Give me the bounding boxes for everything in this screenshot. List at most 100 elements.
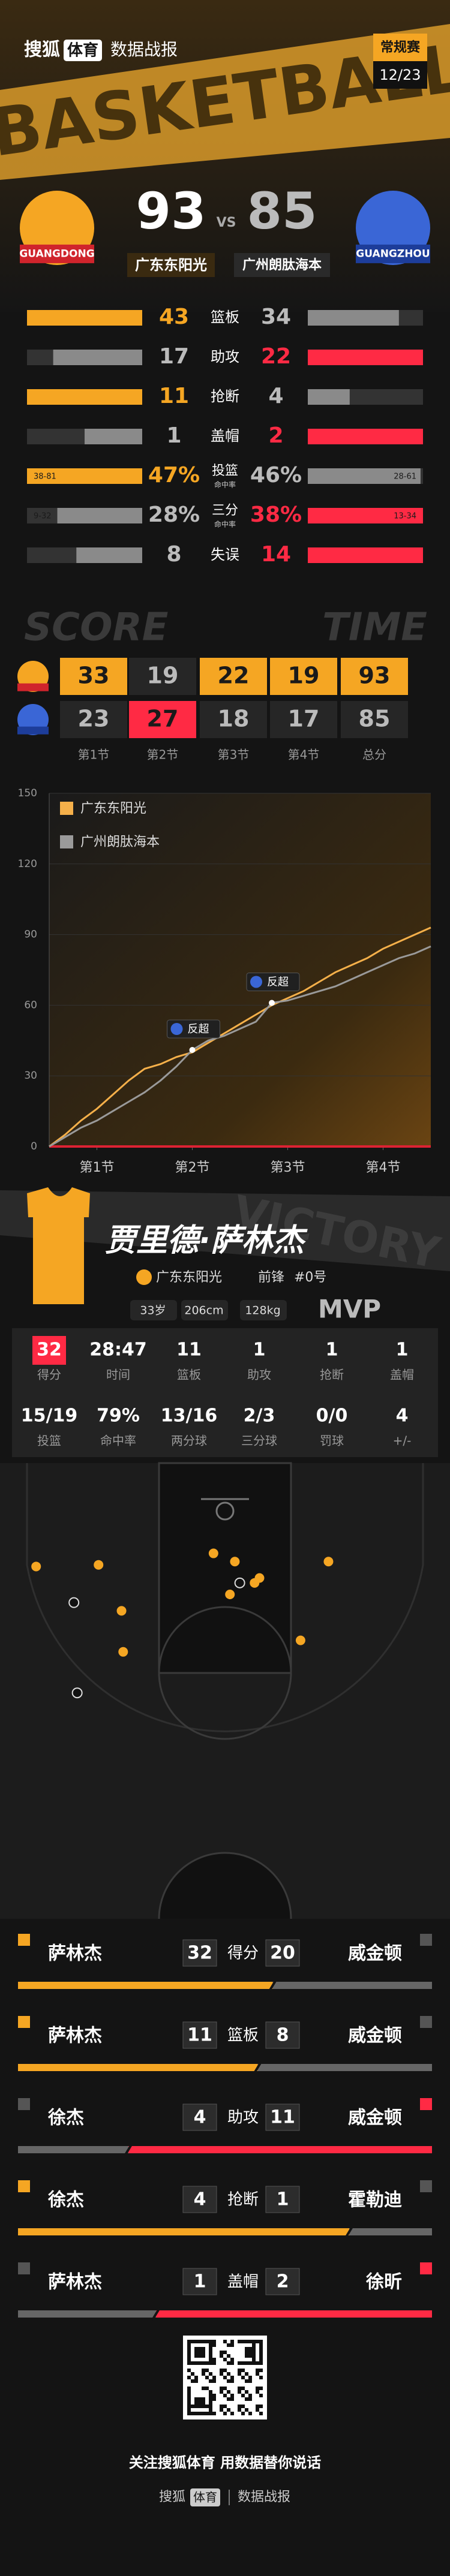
y-tick-label: 60 — [24, 999, 37, 1011]
away-stat-value: 46% — [250, 463, 302, 487]
legend-swatch — [60, 802, 73, 815]
qr-cell — [248, 2351, 252, 2354]
section-title: 数据战报 — [110, 40, 178, 59]
qr-cell — [256, 2387, 259, 2390]
y-tick-label: 0 — [31, 1140, 37, 1152]
annotation-point — [189, 1047, 196, 1054]
qr-cell — [252, 2347, 256, 2351]
qr-cell — [241, 2387, 245, 2390]
home-leader-bar — [18, 2064, 258, 2071]
stat-label: 助攻 — [211, 348, 239, 365]
home-stat-value: 43 — [159, 305, 189, 329]
player-info: 33岁 — [140, 1304, 166, 1317]
away-leader-value: 2 — [277, 2271, 289, 2292]
bar-split — [151, 2307, 161, 2321]
home-stat-bar — [76, 547, 142, 563]
player-stat-value: 32 — [37, 1340, 62, 1361]
qr-cell — [245, 2372, 248, 2376]
away-quarter-score: 85 — [359, 706, 391, 732]
team-logo-strip — [356, 244, 430, 263]
leader-marker — [420, 2016, 432, 2028]
shot — [118, 1647, 128, 1657]
y-tick-label: 30 — [24, 1070, 37, 1082]
qr-cell — [256, 2372, 259, 2376]
qr-cell — [227, 2390, 230, 2394]
qr-cell — [227, 2372, 230, 2376]
qr-cell — [205, 2340, 209, 2343]
leader-value-box — [182, 2021, 217, 2049]
leader-value-box — [265, 2268, 300, 2295]
player-stat-value: 15/19 — [21, 1406, 77, 1427]
away-leader: 威金顿 — [348, 1943, 402, 1964]
legend-swatch — [60, 835, 73, 848]
team-logo-text: GUANGZHOU — [356, 248, 430, 260]
qr-cell — [202, 2405, 205, 2408]
away-leader-bar — [272, 1982, 432, 1989]
home-detail: 9-32 — [34, 512, 52, 521]
qr-cell — [227, 2397, 230, 2401]
qr-cell — [212, 2358, 216, 2361]
qr-cell — [194, 2340, 198, 2343]
leader-stat: 抢断 — [227, 2191, 259, 2209]
qr-cell — [212, 2397, 216, 2401]
qr-cell — [202, 2397, 205, 2401]
qr-cell — [223, 2369, 227, 2372]
qr-cell — [198, 2361, 202, 2365]
home-stat-value: 17 — [159, 344, 189, 369]
paint — [158, 1462, 292, 1674]
leader-stat: 助攻 — [227, 2109, 259, 2127]
home-stat-value: 47% — [148, 463, 200, 487]
footer-tag: 体育 — [193, 2490, 217, 2505]
qr-cell — [230, 2394, 234, 2397]
player-position: 前锋 — [258, 1270, 284, 1285]
player-stat-value: 28:47 — [89, 1340, 147, 1361]
bar-split — [344, 2225, 354, 2239]
qr-cell — [238, 2340, 241, 2343]
qr-cell — [209, 2397, 212, 2401]
away-leader: 徐昕 — [365, 2272, 402, 2293]
qr-cell — [248, 2376, 252, 2379]
player-stat-label: 时间 — [106, 1368, 130, 1382]
qr-cell — [194, 2379, 198, 2383]
player-stat-label: 命中率 — [100, 1434, 136, 1448]
leader-marker — [18, 2098, 30, 2110]
qr-cell — [223, 2358, 227, 2361]
qr-cell — [241, 2405, 245, 2408]
stat-label: 篮板 — [211, 309, 239, 326]
player-stat-label: +/- — [393, 1434, 412, 1448]
stat-label: 三分 — [212, 503, 238, 518]
qr-cell — [187, 2387, 191, 2390]
qr-cell — [230, 2397, 234, 2401]
leader-value-box — [265, 2021, 300, 2049]
away-stat-bar — [308, 429, 423, 444]
away-leader: 威金顿 — [348, 2108, 402, 2129]
away-stat-value: 4 — [268, 384, 283, 408]
qr-cell — [223, 2412, 227, 2415]
home-name: 广东东阳光 — [135, 257, 207, 273]
qr-cell — [259, 2405, 263, 2408]
y-tick-label: 150 — [18, 787, 37, 799]
info-pill — [181, 1300, 228, 1320]
stat-label: 失误 — [211, 546, 239, 563]
qr-cell — [238, 2387, 241, 2390]
shot — [94, 1560, 104, 1570]
quarter-cell — [128, 657, 197, 696]
qr-cell — [241, 2340, 245, 2343]
home-stat-bar — [85, 429, 142, 444]
annotation-text: 反超 — [267, 976, 289, 988]
stats-panel — [12, 1328, 438, 1457]
home-leader: 徐杰 — [47, 2108, 84, 2129]
home-name-box — [127, 253, 215, 277]
qr-cell — [245, 2347, 248, 2351]
qr-cell — [194, 2412, 198, 2415]
date: 12/23 — [379, 67, 421, 83]
leader-marker — [420, 2180, 432, 2192]
qr-cell — [248, 2361, 252, 2365]
qr-cell — [194, 2401, 198, 2405]
away-leader-bar — [349, 2228, 432, 2235]
qr-cell — [220, 2351, 223, 2354]
qr-cell — [227, 2354, 230, 2358]
away-name: 广州朗肽海本 — [242, 257, 322, 273]
away-detail: 13-34 — [394, 512, 416, 521]
qr-cell — [245, 2397, 248, 2401]
